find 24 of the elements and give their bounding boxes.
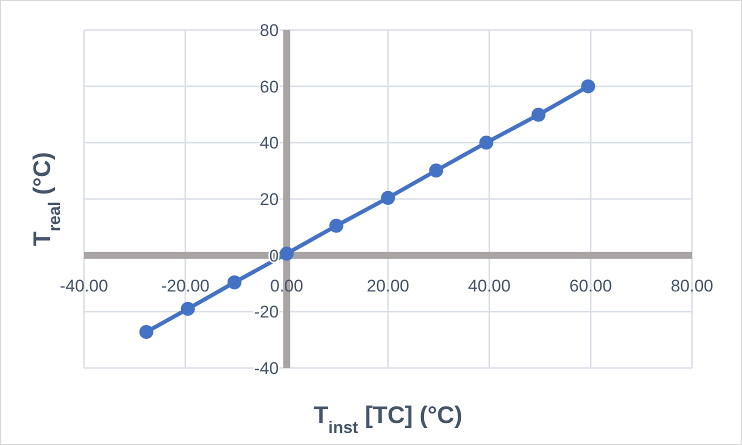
point <box>139 324 154 339</box>
point <box>479 136 494 150</box>
x-tick-label: -20.00 <box>161 276 210 296</box>
y-tick-label: 20 <box>260 190 279 209</box>
x-tick-label: 60.00 <box>569 276 612 296</box>
y-tick-label: 40 <box>260 134 279 153</box>
y-tick-label: 80 <box>260 21 279 40</box>
x-tick-label: -40.00 <box>60 276 108 296</box>
x-tick-label: 20.00 <box>366 276 410 296</box>
x-axis-title: T$_{inst}$ [TC] (°C) <box>314 402 462 436</box>
point <box>180 302 195 316</box>
point <box>429 164 444 178</box>
y-tick-label: -20 <box>254 302 279 322</box>
point <box>227 275 242 290</box>
point <box>381 190 395 205</box>
x-tick-label: 0.00 <box>270 276 304 296</box>
x-tick-label: 80.00 <box>670 276 714 296</box>
y-tick-label: 60 <box>260 77 279 96</box>
point <box>581 79 596 94</box>
point <box>329 218 344 233</box>
point <box>531 108 546 122</box>
x-tick-label: 40.00 <box>468 276 511 296</box>
y-tick-label: -40 <box>254 359 279 378</box>
point <box>280 246 294 261</box>
